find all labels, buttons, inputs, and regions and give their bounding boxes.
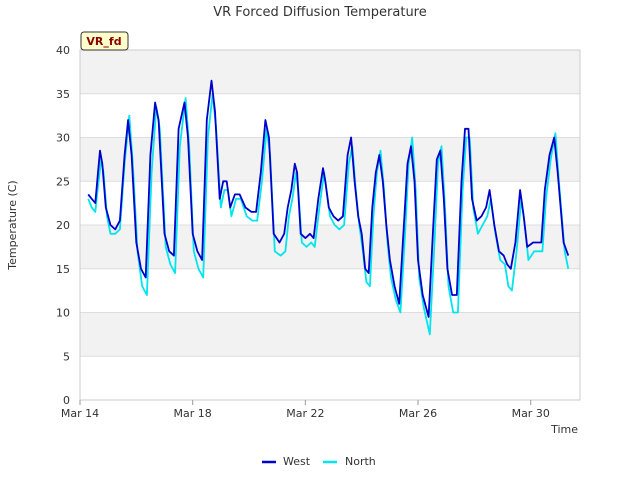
plot-band — [80, 225, 580, 269]
series-line-north — [87, 92, 570, 336]
site-badge: VR_fd — [80, 31, 129, 51]
y-tick-label: 30 — [56, 132, 70, 145]
x-axis: Mar 14 Mar 18 Mar 22 Mar 26 Mar 30 — [61, 400, 550, 420]
y-tick-label: 5 — [63, 350, 70, 363]
x-tick-label: Mar 26 — [399, 407, 437, 420]
plot-band — [80, 312, 580, 357]
site-badge-label: VR_fd — [86, 35, 121, 48]
y-axis: 0 5 10 15 20 25 30 35 40 — [56, 44, 70, 407]
series-lines — [87, 79, 570, 336]
chart-title: VR Forced Diffusion Temperature — [213, 5, 427, 20]
plot-band — [80, 93, 580, 138]
x-tick-label: Mar 18 — [174, 407, 212, 420]
legend-label-west: West — [283, 455, 311, 468]
x-tick-label: Mar 22 — [286, 407, 324, 420]
y-tick-label: 10 — [56, 307, 70, 320]
y-tick-label: 20 — [56, 219, 70, 232]
plot-frame — [79, 49, 581, 401]
series-line-west — [87, 79, 570, 318]
x-tick-label: Mar 30 — [512, 407, 550, 420]
x-tick-label: Mar 14 — [61, 407, 99, 420]
plot-band — [80, 181, 580, 225]
y-tick-label: 0 — [63, 394, 70, 407]
legend: West North — [262, 455, 376, 468]
plot-band — [80, 137, 580, 182]
y-axis-label: Temperature (C) — [6, 180, 19, 270]
legend-label-north: North — [345, 455, 376, 468]
y-tick-label: 25 — [56, 175, 70, 188]
y-tick-label: 15 — [56, 263, 70, 276]
y-tick-label: 35 — [56, 88, 70, 101]
plot-band — [80, 50, 580, 94]
x-axis-label: Time — [550, 423, 578, 436]
plot-band — [80, 356, 580, 400]
site-badge-box — [80, 31, 129, 51]
y-tick-label: 40 — [56, 44, 70, 57]
plot-band — [80, 268, 580, 313]
